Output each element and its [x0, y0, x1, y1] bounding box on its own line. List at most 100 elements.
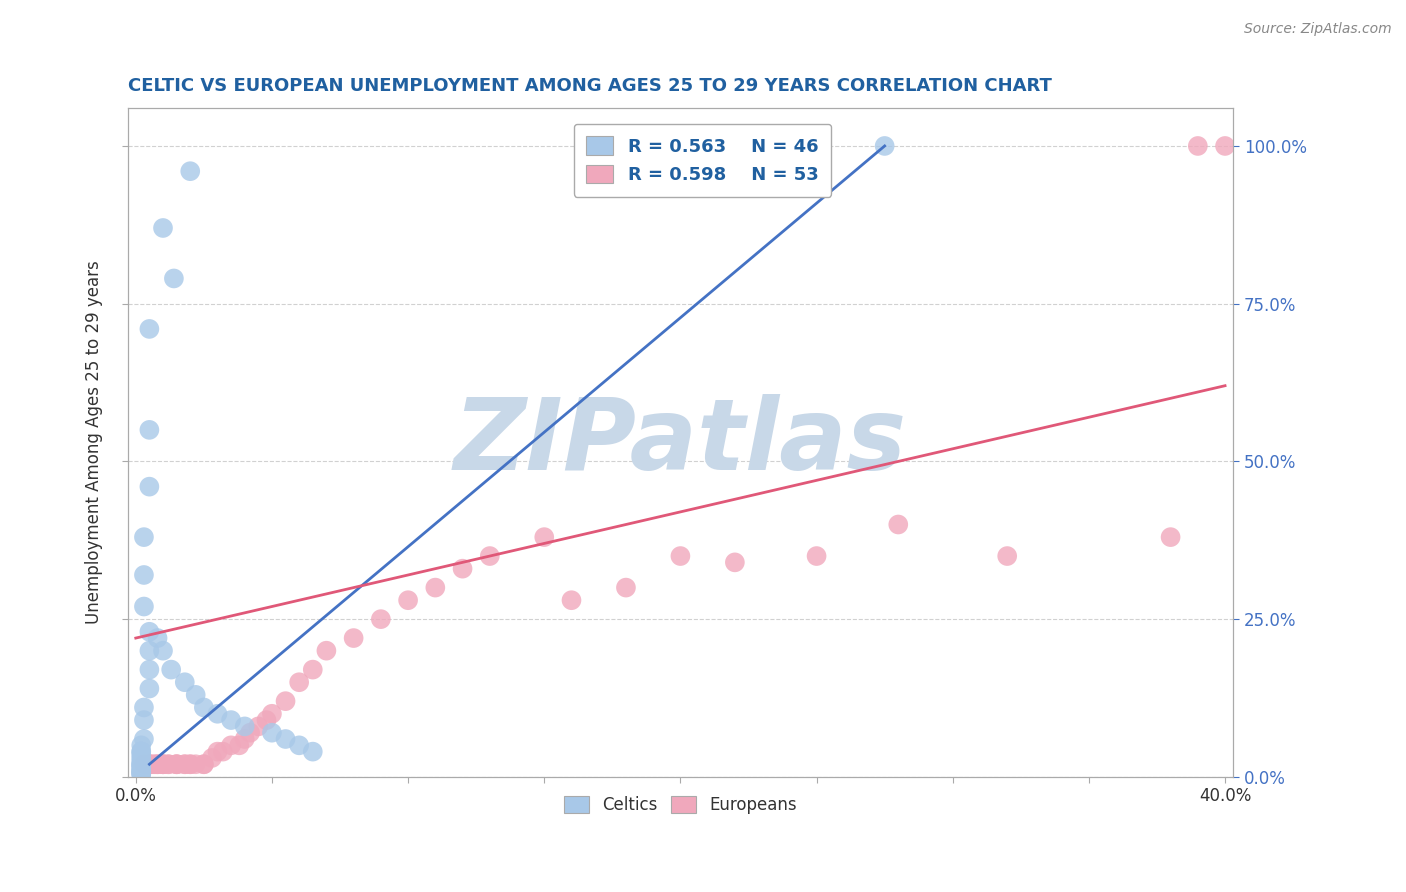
Point [995, 549, 1018, 563]
Point [724, 555, 747, 569]
Point [260, 725, 283, 739]
Point [233, 719, 256, 733]
Point [129, 754, 152, 768]
Point [138, 423, 160, 437]
Point [129, 764, 152, 779]
Point [274, 694, 297, 708]
Point [193, 757, 215, 772]
Point [138, 663, 160, 677]
Point [560, 593, 582, 607]
Point [179, 757, 201, 772]
Point [129, 764, 152, 778]
Point [129, 758, 152, 772]
Point [343, 631, 366, 645]
Point [260, 706, 283, 721]
Point [219, 739, 242, 753]
Point [207, 706, 229, 721]
Point [239, 725, 262, 739]
Point [533, 530, 555, 544]
Point [1160, 530, 1182, 544]
Point [138, 681, 160, 696]
Point [152, 221, 174, 235]
Y-axis label: Unemployment Among Ages 25 to 29 years: Unemployment Among Ages 25 to 29 years [86, 260, 103, 624]
Point [173, 757, 195, 772]
Point [228, 739, 250, 753]
Point [166, 757, 188, 772]
Point [132, 700, 155, 714]
Point [129, 768, 152, 782]
Point [129, 751, 152, 765]
Point [141, 757, 163, 772]
Point [132, 530, 155, 544]
Point [152, 757, 174, 772]
Point [129, 757, 152, 772]
Point [138, 480, 160, 494]
Point [132, 568, 155, 582]
Text: Source: ZipAtlas.com: Source: ZipAtlas.com [1244, 22, 1392, 37]
Point [152, 643, 174, 657]
Point [370, 612, 392, 626]
Point [129, 747, 152, 762]
Point [157, 757, 180, 772]
Point [129, 757, 152, 772]
Point [301, 745, 323, 759]
Point [173, 675, 195, 690]
Point [396, 593, 419, 607]
Point [315, 643, 337, 657]
Point [451, 562, 474, 576]
Point [143, 757, 166, 772]
Point [212, 745, 235, 759]
Point [806, 549, 828, 563]
Point [138, 322, 160, 336]
Point [256, 713, 278, 727]
Point [146, 631, 169, 645]
Point [179, 757, 201, 772]
Point [129, 762, 152, 776]
Point [887, 517, 910, 532]
Point [129, 745, 152, 759]
Point [193, 757, 215, 772]
Point [274, 731, 297, 746]
Point [1213, 139, 1236, 153]
Point [132, 599, 155, 614]
Point [132, 731, 155, 746]
Point [132, 757, 155, 772]
Point [129, 760, 152, 774]
Point [1187, 139, 1209, 153]
Point [163, 271, 186, 285]
Point [146, 757, 169, 772]
Point [478, 549, 501, 563]
Point [157, 757, 180, 772]
Point [425, 581, 447, 595]
Point [301, 663, 323, 677]
Text: ZIPatlas: ZIPatlas [454, 394, 907, 491]
Point [138, 643, 160, 657]
Point [152, 757, 174, 772]
Point [233, 731, 256, 746]
Point [669, 549, 692, 563]
Point [179, 164, 201, 178]
Point [138, 757, 160, 772]
Point [129, 766, 152, 780]
Point [873, 139, 896, 153]
Point [614, 581, 637, 595]
Point [184, 757, 207, 772]
Point [288, 675, 311, 690]
Point [247, 719, 270, 733]
Point [288, 739, 311, 753]
Point [184, 688, 207, 702]
Point [219, 713, 242, 727]
Point [129, 739, 152, 753]
Point [201, 751, 224, 765]
Point [129, 745, 152, 759]
Point [138, 757, 160, 772]
Point [160, 663, 183, 677]
Point [132, 713, 155, 727]
Point [173, 757, 195, 772]
Point [166, 757, 188, 772]
Point [129, 766, 152, 780]
Point [207, 745, 229, 759]
Point [138, 624, 160, 639]
Point [193, 700, 215, 714]
Point [166, 757, 188, 772]
